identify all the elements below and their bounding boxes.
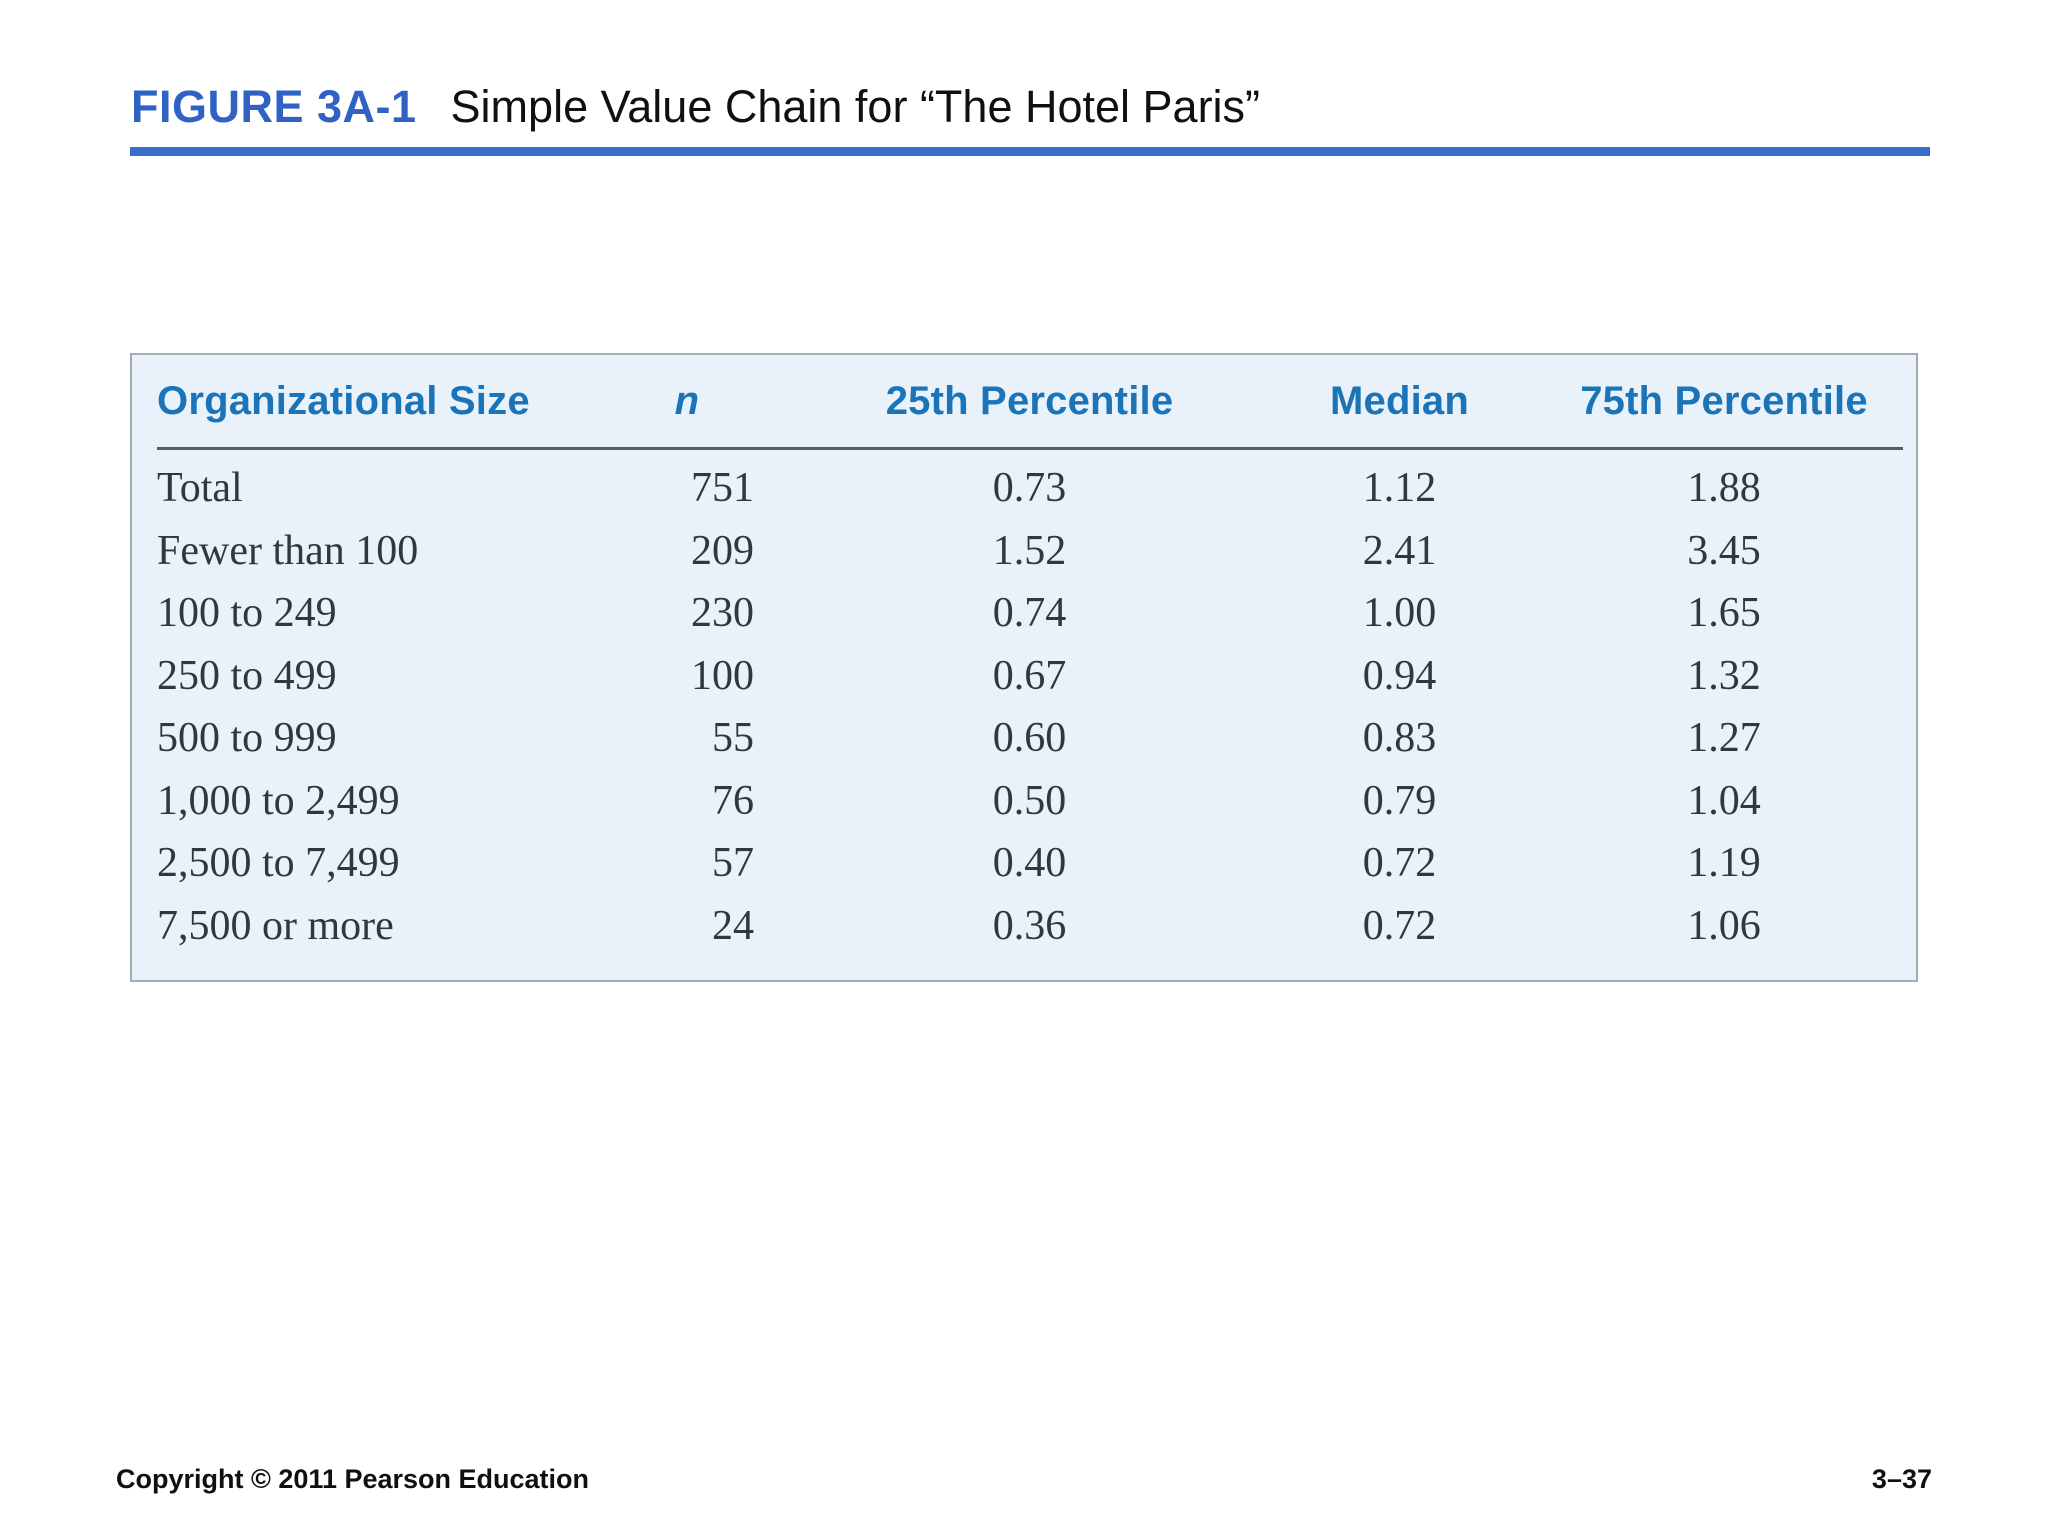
column-header-25th-percentile: 25th Percentile bbox=[885, 378, 1174, 423]
figure-title: Simple Value Chain for “The Hotel Paris” bbox=[450, 81, 1261, 132]
column-header-75th-percentile: 75th Percentile bbox=[1580, 378, 1868, 423]
p75-value: 1.19 bbox=[1687, 840, 1761, 887]
median-value: 0.72 bbox=[1362, 840, 1437, 887]
p25-value: 0.50 bbox=[992, 777, 1067, 824]
n-value: 209 bbox=[691, 527, 754, 574]
n-value: 76 bbox=[712, 777, 754, 824]
p25-value: 1.52 bbox=[992, 527, 1067, 574]
median-value: 0.83 bbox=[1362, 715, 1437, 762]
column-header-median: Median bbox=[1330, 378, 1469, 423]
n-value: 24 bbox=[712, 902, 754, 949]
page-number: 3–37 bbox=[1871, 1464, 1932, 1494]
p75-value: 1.04 bbox=[1687, 777, 1761, 824]
title-underline-rule bbox=[130, 147, 1930, 156]
median-value: 2.41 bbox=[1362, 527, 1437, 574]
p25-value: 0.40 bbox=[992, 840, 1067, 887]
row-label: Total bbox=[157, 465, 243, 512]
p75-value: 1.65 bbox=[1687, 590, 1761, 637]
p75-value: 1.06 bbox=[1687, 902, 1761, 949]
p75-value: 1.32 bbox=[1687, 652, 1761, 699]
n-value: 55 bbox=[712, 715, 754, 762]
row-label: 2,500 to 7,499 bbox=[157, 840, 400, 887]
header-divider-rule bbox=[157, 447, 1903, 450]
p25-value: 0.74 bbox=[992, 590, 1067, 637]
p25-value: 0.60 bbox=[992, 715, 1067, 762]
p25-value: 0.36 bbox=[992, 902, 1067, 949]
p75-value: 1.27 bbox=[1687, 715, 1761, 762]
p25-value: 0.73 bbox=[992, 465, 1067, 512]
figure-label: FIGURE 3A-1 bbox=[131, 81, 417, 132]
p25-value: 0.67 bbox=[992, 652, 1067, 699]
table-header-row: Organizational Size n 25th Percentile Me… bbox=[132, 355, 1916, 423]
row-label: 100 to 249 bbox=[157, 590, 337, 637]
p75-value: 1.88 bbox=[1687, 465, 1761, 512]
row-label: 250 to 499 bbox=[157, 652, 337, 699]
row-label: 1,000 to 2,499 bbox=[157, 777, 400, 824]
row-label: Fewer than 100 bbox=[157, 527, 419, 574]
table-body: Total 751 0.73 1.12 1.88 Fewer than 100 … bbox=[132, 457, 1916, 957]
n-value: 100 bbox=[691, 652, 754, 699]
n-value: 751 bbox=[691, 465, 754, 512]
row-label: 7,500 or more bbox=[157, 902, 394, 949]
median-value: 0.72 bbox=[1362, 902, 1437, 949]
median-value: 1.12 bbox=[1362, 465, 1437, 512]
n-value: 230 bbox=[691, 590, 754, 637]
column-header-organizational-size: Organizational Size bbox=[157, 378, 530, 423]
page-title: FIGURE 3A-1 Simple Value Chain for “The … bbox=[131, 82, 1260, 132]
median-value: 0.79 bbox=[1362, 777, 1437, 824]
statistics-table: Organizational Size n 25th Percentile Me… bbox=[130, 353, 1918, 982]
n-value: 57 bbox=[712, 840, 754, 887]
median-value: 0.94 bbox=[1362, 652, 1437, 699]
p75-value: 3.45 bbox=[1687, 527, 1761, 574]
copyright-text: Copyright © 2011 Pearson Education bbox=[116, 1464, 590, 1494]
median-value: 1.00 bbox=[1362, 590, 1437, 637]
row-label: 500 to 999 bbox=[157, 715, 337, 762]
column-header-n: n bbox=[674, 378, 700, 423]
